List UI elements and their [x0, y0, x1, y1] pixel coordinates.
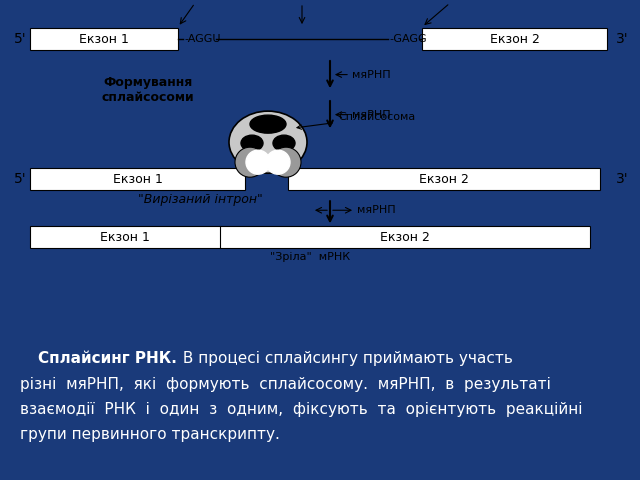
Text: "Вирізаний інтрон": "Вирізаний інтрон" [138, 193, 262, 206]
Text: групи первинного транскрипту.: групи первинного транскрипту. [20, 427, 280, 442]
Text: Екзон 1: Екзон 1 [79, 33, 129, 46]
Text: мяРНП: мяРНП [352, 109, 390, 120]
Ellipse shape [266, 150, 290, 174]
Text: 3': 3' [616, 32, 628, 46]
Bar [30, 226, 590, 248]
Text: Сплайсинг РНК.: Сплайсинг РНК. [38, 351, 177, 366]
Text: -GAGG: -GAGG [389, 34, 427, 44]
Text: різні  мяРНП,  які  формують  сплайсосому.  мяРНП,  в  результаті: різні мяРНП, які формують сплайсосому. м… [20, 377, 551, 392]
Ellipse shape [235, 147, 265, 177]
Text: Сплайсосома: Сплайсосома [297, 112, 415, 129]
Text: 5': 5' [13, 32, 26, 46]
Bar [30, 28, 178, 50]
Bar [288, 168, 600, 190]
Text: мяРНП: мяРНП [357, 205, 396, 215]
Text: Екзон 1: Екзон 1 [113, 173, 163, 186]
Ellipse shape [271, 147, 301, 177]
Text: Екзон 1: Екзон 1 [100, 231, 150, 244]
Ellipse shape [241, 135, 263, 151]
Text: Екзон 2: Екзон 2 [380, 231, 430, 244]
Bar [30, 168, 245, 190]
Text: В процесі сплайсингу приймають участь: В процесі сплайсингу приймають участь [178, 351, 513, 366]
Text: взаємодії  РНК  і  один  з  одним,  фіксують  та  орієнтують  реакційні: взаємодії РНК і один з одним, фіксують т… [20, 402, 582, 417]
Text: "Зріла"  мРНК: "Зріла" мРНК [270, 252, 350, 262]
Ellipse shape [250, 115, 286, 133]
Ellipse shape [246, 150, 270, 174]
Text: Екзон 2: Екзон 2 [490, 33, 540, 46]
Text: 3': 3' [616, 172, 628, 186]
Bar [422, 28, 607, 50]
Text: -AGGU: -AGGU [184, 34, 221, 44]
Text: мяРНП: мяРНП [352, 70, 390, 80]
Text: 5': 5' [13, 172, 26, 186]
Text: Екзон 2: Екзон 2 [419, 173, 469, 186]
Text: Формування
сплайсосоми: Формування сплайсосоми [102, 76, 195, 104]
Ellipse shape [229, 111, 307, 173]
Ellipse shape [273, 135, 295, 151]
